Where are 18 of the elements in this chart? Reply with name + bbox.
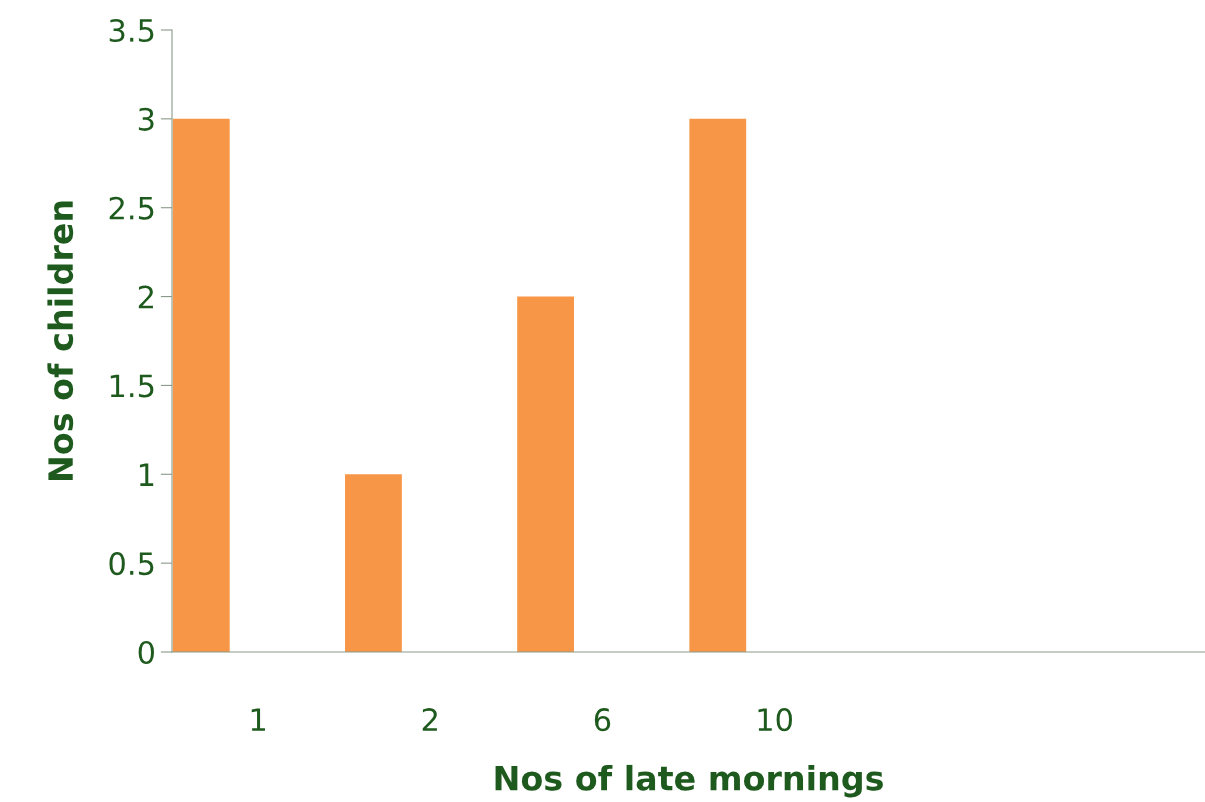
y-tick-label: 3.5 — [109, 18, 154, 43]
y-axis-title: Nos of children — [47, 201, 74, 481]
x-tick-label: 6 — [594, 708, 611, 732]
y-tick-label: 1 — [139, 463, 154, 486]
y-tick-label: 2 — [138, 285, 153, 309]
bar — [345, 474, 402, 652]
x-axis-title: Nos of late mornings — [495, 764, 883, 798]
x-tick-label: 10 — [758, 708, 792, 732]
y-tick-label: 0.5 — [109, 552, 154, 576]
x-tick-label: 1 — [251, 708, 265, 731]
y-tick-label: 2.5 — [109, 196, 154, 220]
y-tick-label: 0 — [138, 640, 154, 665]
bar — [172, 118, 230, 652]
bar — [689, 118, 747, 652]
x-tick-label: 2 — [422, 708, 437, 731]
bar — [517, 296, 575, 652]
y-tick-label: 1.5 — [110, 374, 154, 398]
y-tick-label: 3 — [138, 107, 154, 131]
